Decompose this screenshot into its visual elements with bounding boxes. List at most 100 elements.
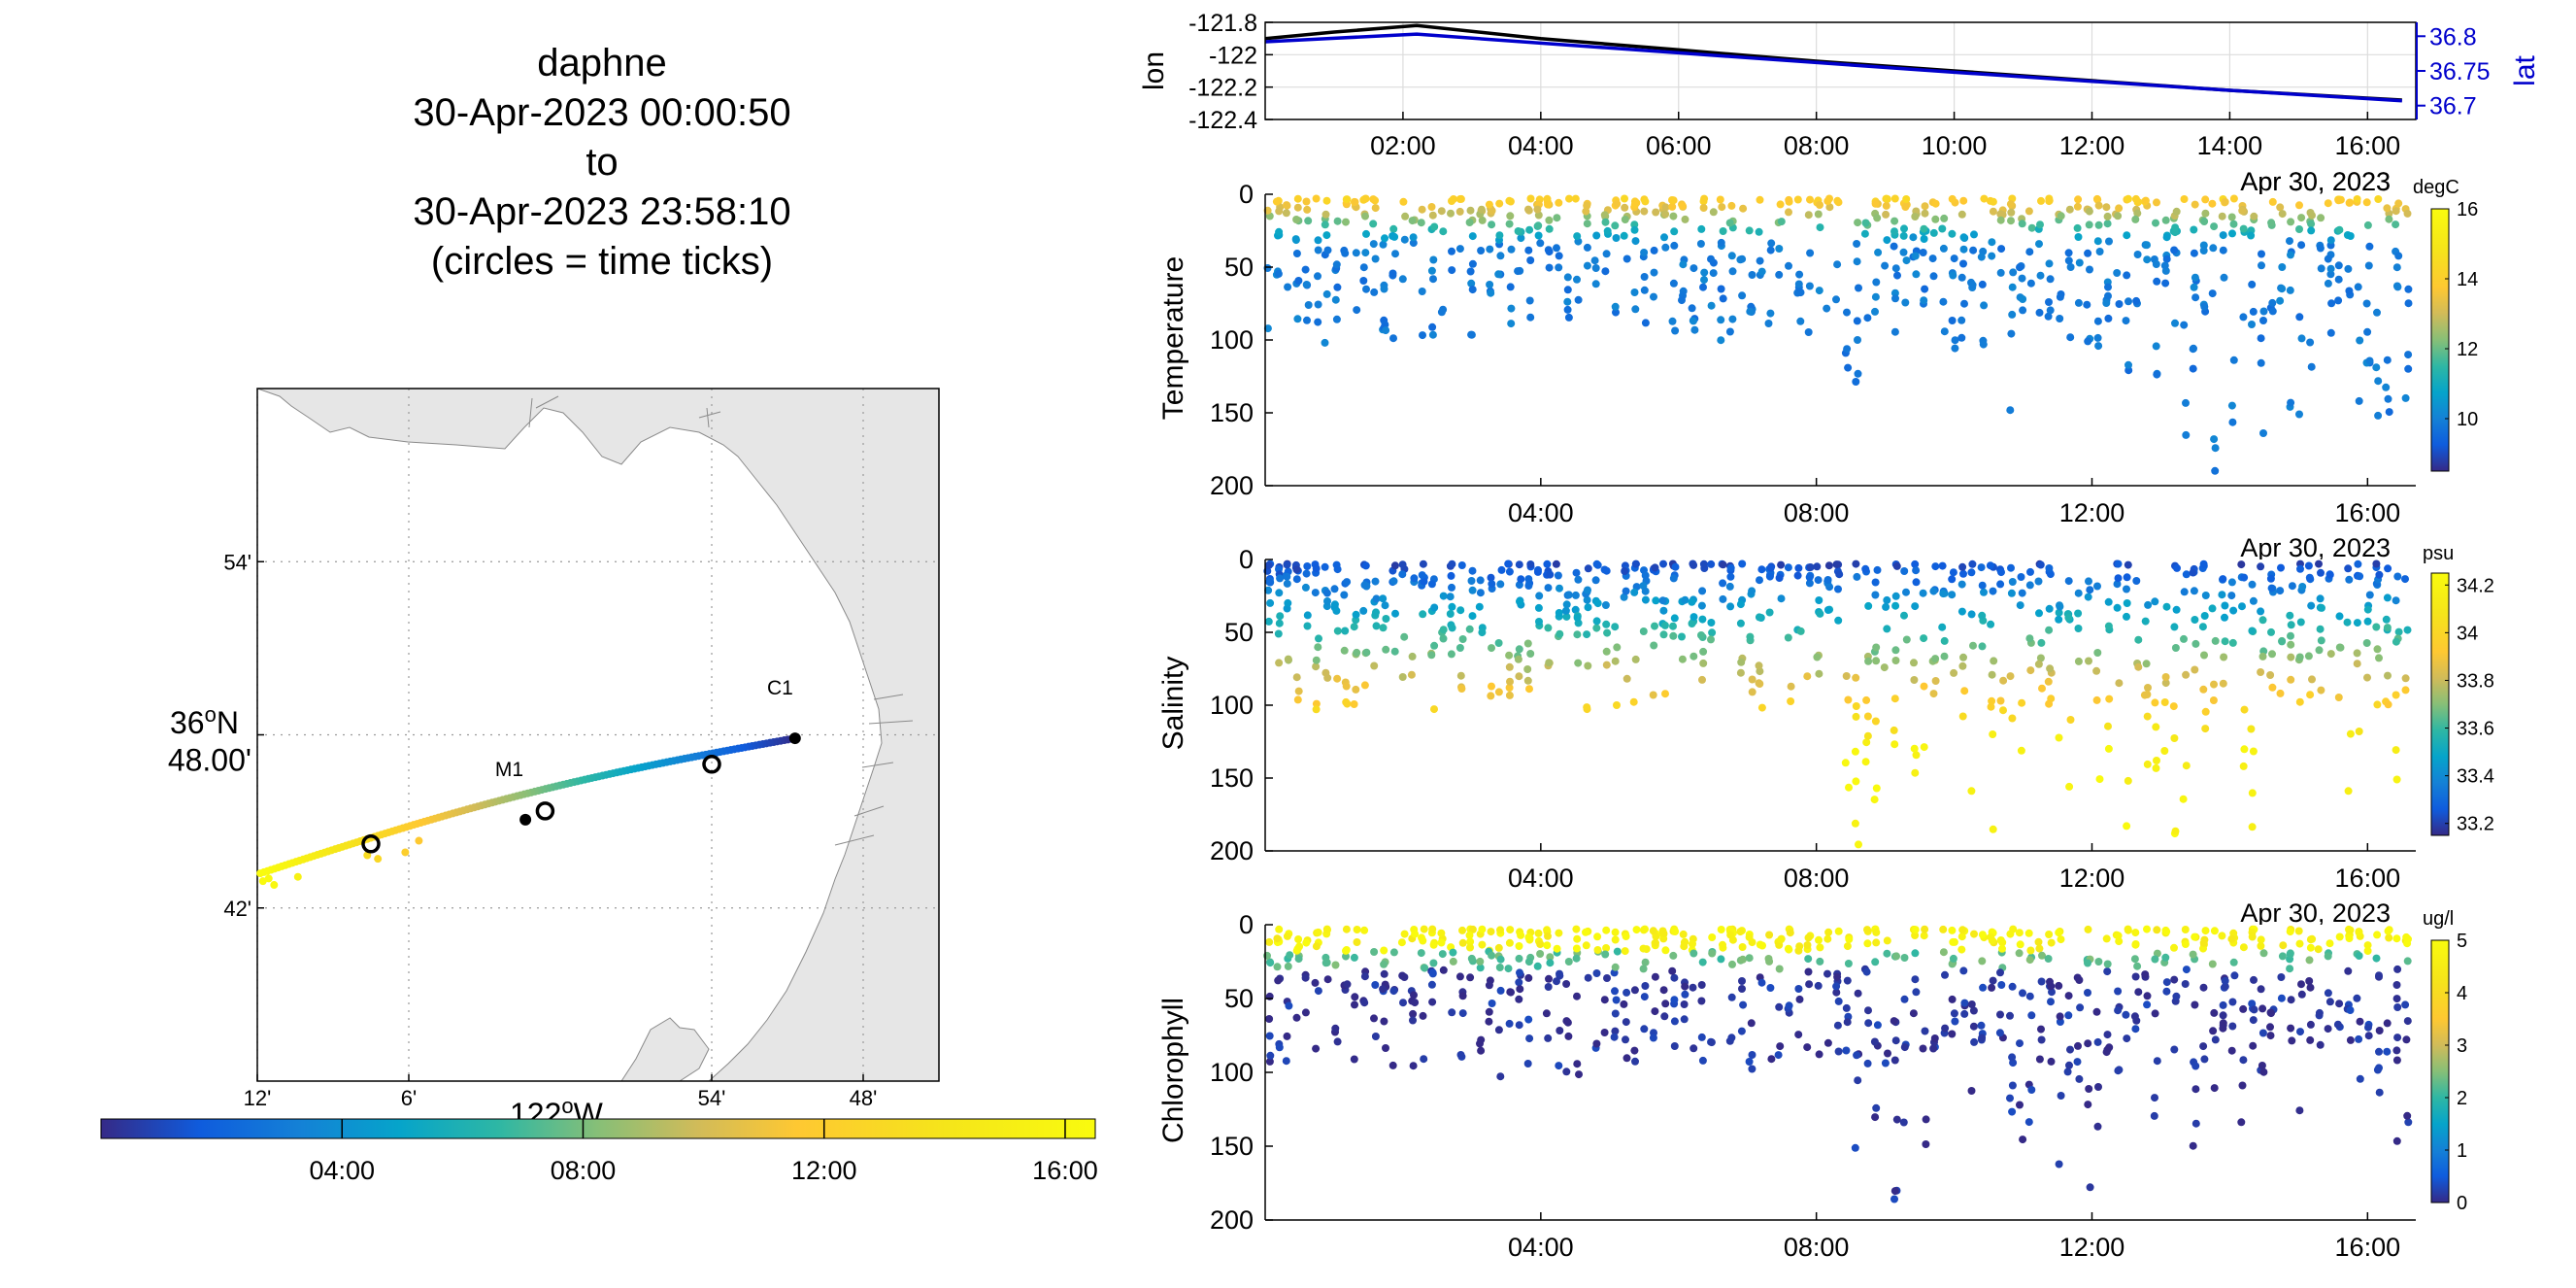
section-data-point xyxy=(1803,941,1812,949)
section-data-point xyxy=(1892,1115,1901,1124)
section-data-point xyxy=(1775,965,1784,973)
section-data-point xyxy=(2239,313,2248,322)
section-data-point xyxy=(1948,194,1957,203)
section-data-point xyxy=(1380,285,1388,293)
section-data-point xyxy=(1293,194,1302,203)
section-data-point xyxy=(1428,925,1437,933)
section-data-point xyxy=(1331,1024,1340,1033)
section-data-point xyxy=(2267,219,2276,227)
section-data-point xyxy=(1314,272,1321,281)
section-data-point xyxy=(1671,928,1680,935)
section-data-point xyxy=(2153,198,2160,207)
section-data-point xyxy=(1775,245,1784,253)
section-data-point xyxy=(1623,254,1631,263)
section-data-point xyxy=(2191,665,2199,674)
section-data-point xyxy=(1816,201,1823,209)
section-data-point xyxy=(2268,307,2277,316)
section-data-point xyxy=(1738,985,1746,993)
section-data-point xyxy=(2382,383,2391,391)
section-data-point xyxy=(2085,657,2092,665)
section-x-tick-label: 12:00 xyxy=(2059,498,2125,527)
section-data-point xyxy=(1784,633,1792,642)
section-data-point xyxy=(1988,252,1996,260)
section-data-point xyxy=(1949,937,1957,946)
section-data-point xyxy=(1652,938,1659,947)
section-data-point xyxy=(2296,618,2305,627)
section-data-point xyxy=(1516,597,1523,606)
section-data-point xyxy=(1719,579,1727,588)
section-data-point xyxy=(2130,955,2139,964)
section-data-point xyxy=(1275,659,1284,667)
section-data-point xyxy=(1514,655,1522,663)
section-data-point xyxy=(2191,616,2199,624)
section-data-point xyxy=(2075,258,2084,267)
section-data-point xyxy=(2404,1118,2413,1127)
section-data-point xyxy=(1274,269,1283,278)
section-data-point xyxy=(1900,1043,1909,1052)
section-data-point xyxy=(2344,966,2353,975)
section-data-point xyxy=(2103,1031,2112,1039)
section-data-point xyxy=(2162,254,2171,263)
section-data-point xyxy=(1931,199,1940,208)
section-data-point xyxy=(1630,225,1639,234)
section-data-point xyxy=(2036,560,2045,569)
section-data-point xyxy=(2335,225,2344,234)
track-point xyxy=(256,869,265,878)
section-data-point xyxy=(1592,617,1601,626)
section-data-point xyxy=(1449,948,1457,957)
section-data-point xyxy=(2373,931,2382,939)
section-data-point xyxy=(2392,1136,2401,1145)
section-data-point xyxy=(1496,955,1505,964)
section-data-point xyxy=(2199,944,2207,953)
section-data-point xyxy=(1302,197,1311,206)
section-data-point xyxy=(2093,1122,2102,1131)
section-data-point xyxy=(2383,624,2392,632)
section-data-point xyxy=(1717,955,1725,964)
section-data-point xyxy=(1958,661,1967,670)
section-data-point xyxy=(2363,947,2372,955)
section-data-point xyxy=(1870,1037,1879,1046)
section-data-point xyxy=(1505,651,1514,660)
section-data-point xyxy=(2279,941,2288,950)
section-data-point xyxy=(1311,589,1320,597)
section-data-point xyxy=(1825,194,1833,203)
section-data-point xyxy=(1427,266,1436,275)
section-data-point xyxy=(1967,1087,1976,1095)
section-data-point xyxy=(1928,254,1937,263)
section-data-point xyxy=(1718,203,1726,212)
section-data-point xyxy=(1871,307,1879,316)
section-data-point xyxy=(2199,983,2208,992)
section-data-point xyxy=(2297,980,2305,989)
section-data-point xyxy=(2104,622,2113,630)
section-data-point xyxy=(1852,702,1860,710)
section-data-point xyxy=(2199,938,2208,947)
section-data-point xyxy=(1669,951,1678,960)
section-data-point xyxy=(1274,629,1283,638)
section-data-point xyxy=(2392,596,2400,605)
section-data-point xyxy=(1996,1010,2004,1019)
section-data-point xyxy=(2356,336,2364,345)
section-data-point xyxy=(2045,259,2054,268)
section-data-point xyxy=(1748,688,1756,696)
section-data-point xyxy=(2131,1025,2140,1034)
section-data-point xyxy=(1851,747,1859,756)
section-data-point xyxy=(2182,670,2191,679)
section-data-point xyxy=(1505,691,1514,699)
section-data-point xyxy=(1697,997,1706,1005)
section-data-point xyxy=(1777,594,1786,603)
section-data-point xyxy=(2257,985,2265,994)
section-data-point xyxy=(1525,296,1534,305)
section-data-point xyxy=(2046,570,2055,579)
section-data-point xyxy=(2104,744,2113,753)
section-data-point xyxy=(2007,329,2016,338)
section-data-point xyxy=(1554,571,1562,580)
section-data-point xyxy=(1872,657,1881,665)
section-data-point xyxy=(1455,644,1464,652)
section-data-point xyxy=(1321,959,1330,967)
section-data-point xyxy=(1890,217,1899,225)
section-data-point xyxy=(1437,929,1446,937)
section-data-point xyxy=(1275,1043,1284,1052)
section-data-point xyxy=(1699,559,1708,568)
section-data-point xyxy=(1517,234,1525,243)
section-data-point xyxy=(1967,1000,1976,1008)
